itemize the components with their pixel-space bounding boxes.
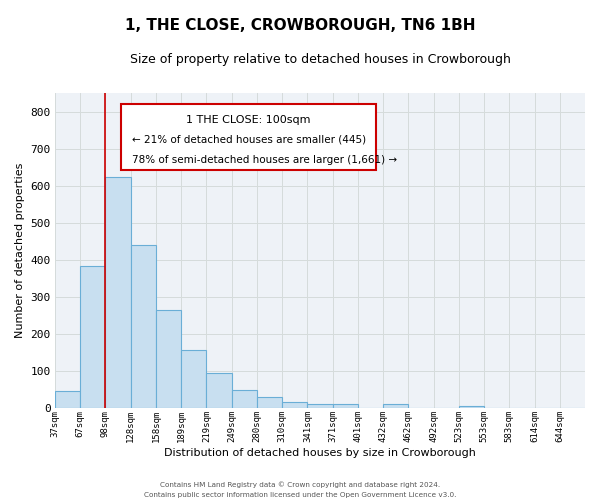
Title: Size of property relative to detached houses in Crowborough: Size of property relative to detached ho…: [130, 52, 511, 66]
Y-axis label: Number of detached properties: Number of detached properties: [15, 163, 25, 338]
FancyBboxPatch shape: [121, 104, 376, 170]
Text: 78% of semi-detached houses are larger (1,661) →: 78% of semi-detached houses are larger (…: [132, 155, 397, 165]
Bar: [257, 397, 282, 408]
X-axis label: Distribution of detached houses by size in Crowborough: Distribution of detached houses by size …: [164, 448, 476, 458]
Bar: [131, 245, 156, 408]
Bar: [206, 373, 232, 408]
Bar: [55, 390, 80, 408]
Bar: [80, 266, 106, 408]
Text: 1 THE CLOSE: 100sqm: 1 THE CLOSE: 100sqm: [186, 115, 311, 125]
Bar: [106, 176, 131, 408]
Text: 1, THE CLOSE, CROWBOROUGH, TN6 1BH: 1, THE CLOSE, CROWBOROUGH, TN6 1BH: [125, 18, 475, 32]
Bar: [156, 310, 181, 408]
Bar: [307, 404, 332, 408]
Bar: [181, 350, 206, 408]
Bar: [232, 390, 257, 408]
Bar: [282, 402, 307, 408]
Text: ← 21% of detached houses are smaller (445): ← 21% of detached houses are smaller (44…: [132, 135, 366, 145]
Bar: [383, 404, 409, 408]
Bar: [332, 404, 358, 408]
Bar: [459, 406, 484, 408]
Text: Contains HM Land Registry data © Crown copyright and database right 2024.
Contai: Contains HM Land Registry data © Crown c…: [144, 482, 456, 498]
